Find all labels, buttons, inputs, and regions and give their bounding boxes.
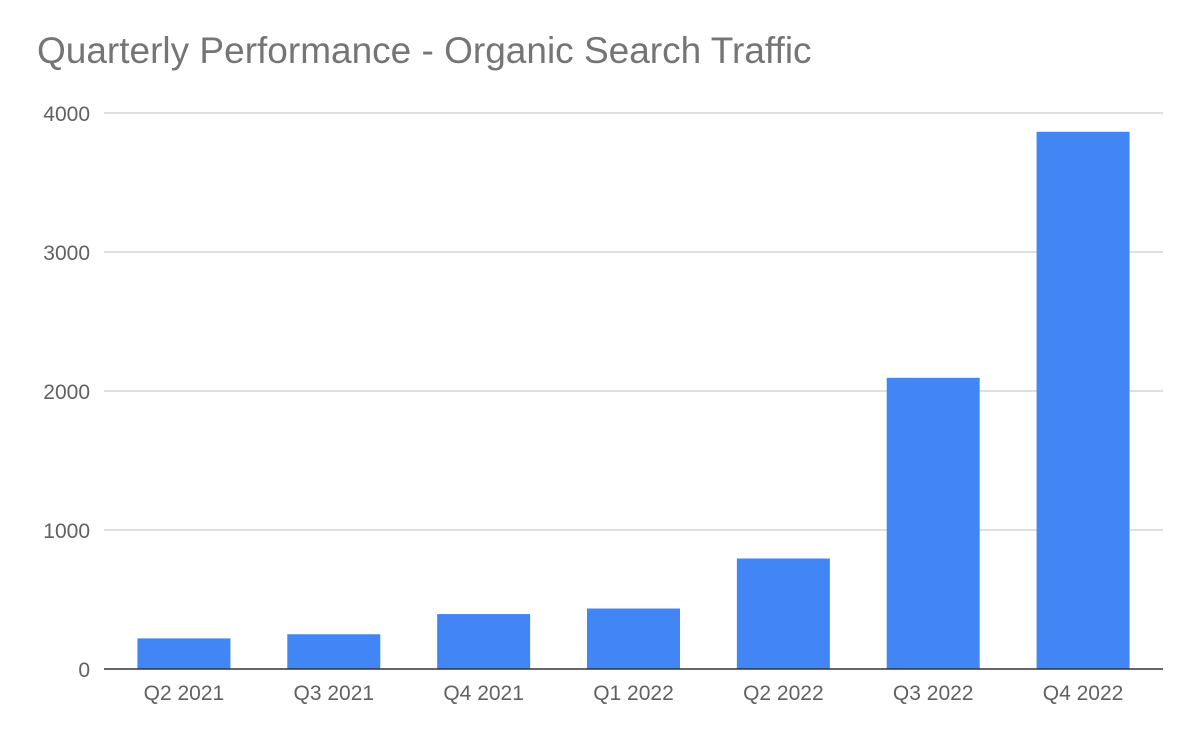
y-tick-label: 4000 — [43, 103, 90, 126]
bar — [1036, 131, 1130, 669]
x-tick-label: Q2 2021 — [144, 682, 225, 705]
y-axis-tick-labels: 0 1000 2000 3000 4000 — [43, 103, 90, 682]
y-tick-label: 3000 — [43, 242, 90, 265]
y-tick-label: 1000 — [43, 520, 90, 543]
x-axis-tick-labels: Q2 2021 Q3 2021 Q4 2021 Q1 2022 Q2 2022 Q3 20… — [144, 682, 1124, 705]
x-tick-label: Q3 2022 — [893, 682, 974, 705]
bar — [736, 558, 830, 669]
x-tick-label: Q4 2022 — [1043, 682, 1124, 705]
bar — [287, 634, 381, 669]
bar — [137, 638, 231, 669]
chart-title: Quarterly Performance - Organic Search T… — [37, 30, 812, 71]
x-tick-label: Q4 2021 — [443, 682, 524, 705]
y-tick-label: 0 — [78, 659, 90, 682]
bar — [886, 377, 980, 669]
gridlines — [104, 112, 1163, 531]
bars — [137, 131, 1130, 669]
bar — [437, 614, 531, 669]
y-tick-label: 2000 — [43, 381, 90, 404]
bar — [587, 608, 680, 669]
x-tick-label: Q1 2022 — [593, 682, 674, 705]
x-tick-label: Q2 2022 — [743, 682, 824, 705]
x-tick-label: Q3 2021 — [293, 682, 374, 705]
